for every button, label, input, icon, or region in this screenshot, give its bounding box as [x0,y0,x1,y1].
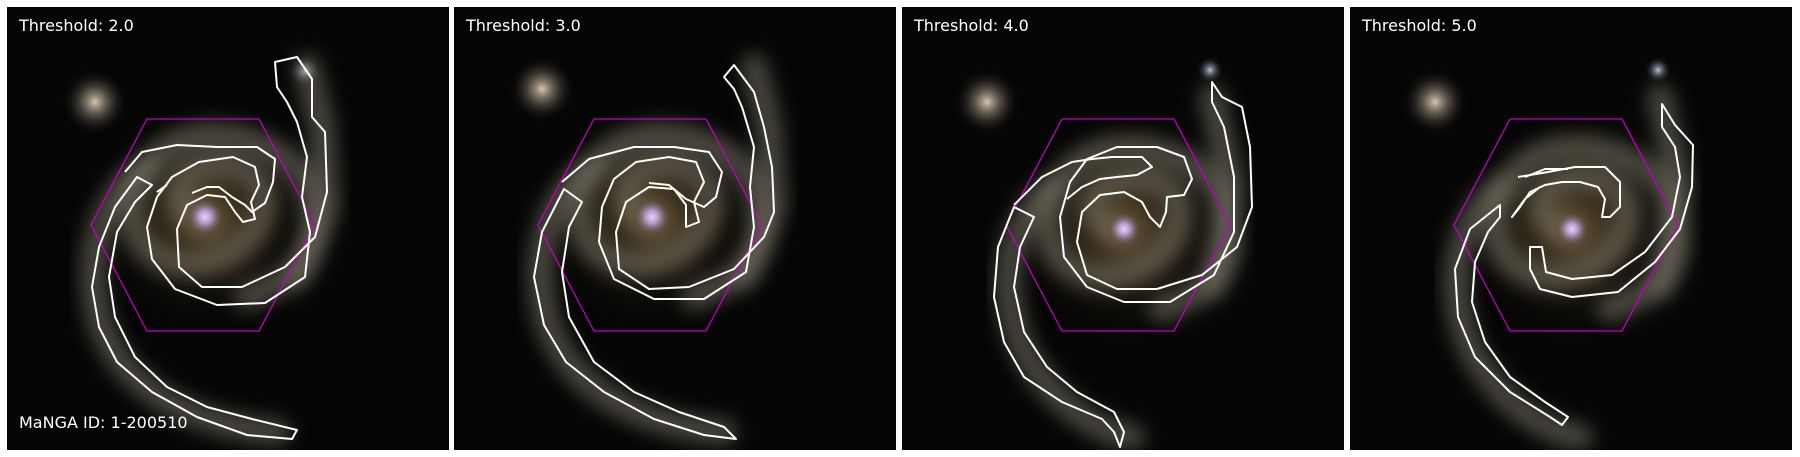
ifu-hexagon [90,118,316,332]
foreground-star [1196,56,1224,84]
galaxy-image [7,7,449,450]
threshold-label: Threshold: 4.0 [914,16,1029,35]
galaxy-bulge [1554,211,1590,247]
galaxy-image [1350,7,1792,450]
ifu-hexagon [537,118,763,332]
panel-threshold-5: Threshold: 5.0 [1350,7,1792,450]
galaxy-image [454,7,896,450]
panel-threshold-2: Threshold: 2.0 MaNGA ID: 1-200510 [7,7,449,450]
galaxy-bulge [632,197,672,237]
spiral-arms-glow [80,54,341,445]
threshold-label: Threshold: 5.0 [1362,16,1477,35]
contour-lines [533,64,775,440]
companion-galaxy [508,55,576,123]
panel-threshold-4: Threshold: 4.0 [902,7,1344,450]
companion-galaxy [953,68,1021,136]
galaxy-bulge [1106,211,1142,247]
panel-threshold-3: Threshold: 3.0 [454,7,896,450]
contour-lines [993,81,1253,448]
spiral-arms-glow [995,84,1246,450]
manga-id-label: MaNGA ID: 1-200510 [19,413,188,432]
companion-galaxy [1401,68,1469,136]
ifu-hexagon [1453,118,1679,332]
threshold-label: Threshold: 2.0 [19,16,134,35]
companion-galaxy [61,68,129,136]
galaxy-image [902,7,1344,450]
contour-lines [1454,103,1694,426]
galaxy-bulge [185,197,225,237]
threshold-label: Threshold: 3.0 [466,16,581,35]
foreground-star [1644,56,1672,84]
contour-lines [91,56,328,440]
